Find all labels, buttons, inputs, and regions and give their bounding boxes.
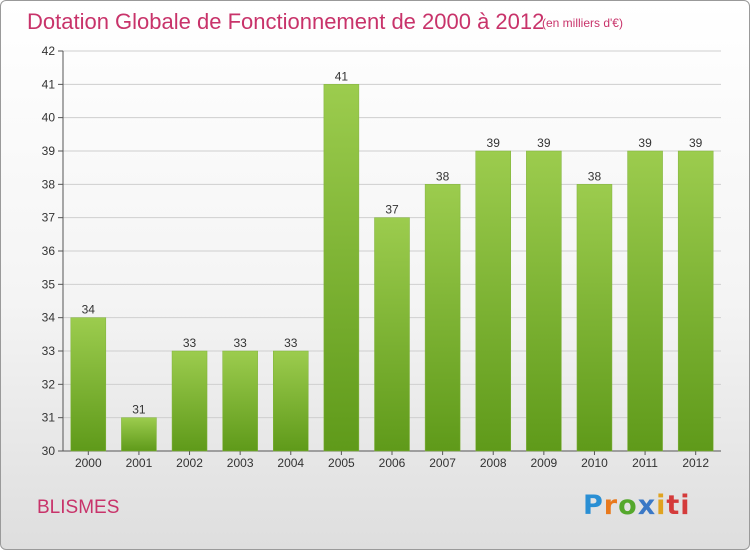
data-label: 33 [233, 336, 247, 350]
data-label: 39 [689, 136, 703, 150]
bars [70, 84, 714, 452]
bar [424, 184, 461, 452]
logo-letter: ti [666, 490, 691, 521]
data-label: 31 [132, 403, 146, 417]
bar [70, 317, 107, 452]
data-label: 39 [537, 136, 551, 150]
y-tick-label: 41 [42, 77, 56, 91]
labels: 30 31 32 33 34 35 36 37 38 39 40 41 42 34 2000 31 2001 33… [42, 44, 710, 470]
proxiti-logo[interactable]: Proxiti [583, 490, 691, 521]
x-tick-label: 2004 [277, 456, 304, 470]
chart-subtitle: (en milliers d'€) [542, 16, 623, 30]
bar [627, 150, 663, 452]
data-label: 39 [487, 136, 501, 150]
y-tick-label: 34 [42, 311, 56, 325]
x-tick-label: 2005 [328, 456, 355, 470]
x-tick-label: 2012 [682, 456, 709, 470]
data-label: 39 [638, 136, 652, 150]
y-tick-label: 38 [42, 177, 56, 191]
x-tick-label: 2007 [429, 456, 456, 470]
x-tick-label: 2006 [379, 456, 406, 470]
data-label: 34 [82, 303, 96, 317]
bar [576, 184, 613, 452]
y-tick-label: 36 [42, 244, 56, 258]
y-tick-label: 30 [42, 444, 56, 458]
bar [323, 84, 360, 452]
x-tick-label: 2003 [227, 456, 254, 470]
y-tick-label: 40 [42, 111, 56, 125]
x-tick-label: 2010 [581, 456, 608, 470]
bar [526, 150, 562, 452]
y-tick-label: 35 [42, 277, 56, 291]
logo-letter: P [583, 490, 604, 521]
data-label: 38 [588, 169, 602, 183]
x-tick-label: 2011 [632, 456, 658, 470]
x-tick-label: 2000 [75, 456, 102, 470]
y-tick-label: 33 [42, 344, 56, 358]
y-tick-label: 39 [42, 144, 56, 158]
bar [374, 217, 410, 452]
y-tick-label: 37 [42, 211, 56, 225]
y-tick-label: 32 [42, 377, 56, 391]
y-tick-label: 42 [42, 44, 56, 58]
y-tick-label: 31 [42, 411, 56, 425]
logo-letter: i [656, 490, 667, 521]
commune-name: BLISMES [37, 497, 120, 518]
bar [222, 350, 258, 452]
x-tick-label: 2002 [176, 456, 203, 470]
x-tick-label: 2008 [480, 456, 507, 470]
bar [171, 350, 208, 452]
data-label: 33 [284, 336, 298, 350]
data-label: 33 [183, 336, 197, 350]
data-label: 37 [385, 203, 399, 217]
data-label: 38 [436, 169, 450, 183]
chart-title: Dotation Globale de Fonctionnement de 20… [27, 9, 545, 34]
x-tick-label: 2009 [530, 456, 557, 470]
logo-letter: o [618, 490, 638, 521]
bar [677, 150, 714, 452]
bar [475, 150, 511, 452]
logo-letter: x [637, 490, 657, 521]
bar [273, 350, 309, 452]
x-tick-label: 2001 [126, 456, 153, 470]
bar [121, 417, 157, 452]
logo-letter: r [603, 490, 619, 521]
data-label: 41 [335, 69, 349, 83]
